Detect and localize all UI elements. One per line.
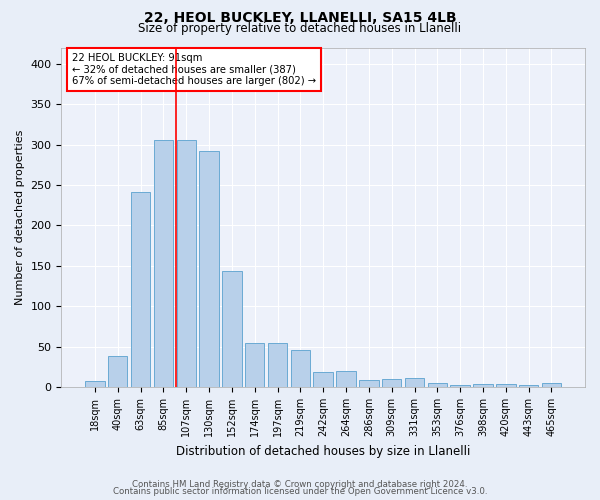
Y-axis label: Number of detached properties: Number of detached properties xyxy=(15,130,25,305)
Bar xyxy=(337,371,356,387)
Bar xyxy=(496,384,515,387)
Bar xyxy=(451,386,470,387)
Bar xyxy=(313,372,333,387)
Bar xyxy=(131,192,150,387)
Bar xyxy=(108,356,127,387)
Bar xyxy=(359,380,379,387)
Text: Size of property relative to detached houses in Llanelli: Size of property relative to detached ho… xyxy=(139,22,461,35)
Bar xyxy=(154,140,173,387)
Bar xyxy=(222,270,242,387)
Text: Contains HM Land Registry data © Crown copyright and database right 2024.: Contains HM Land Registry data © Crown c… xyxy=(132,480,468,489)
Bar xyxy=(405,378,424,387)
Bar xyxy=(176,140,196,387)
Bar xyxy=(542,383,561,387)
Bar xyxy=(473,384,493,387)
X-axis label: Distribution of detached houses by size in Llanelli: Distribution of detached houses by size … xyxy=(176,444,470,458)
Bar xyxy=(428,383,447,387)
Bar xyxy=(519,384,538,387)
Text: Contains public sector information licensed under the Open Government Licence v3: Contains public sector information licen… xyxy=(113,487,487,496)
Text: 22 HEOL BUCKLEY: 91sqm
← 32% of detached houses are smaller (387)
67% of semi-de: 22 HEOL BUCKLEY: 91sqm ← 32% of detached… xyxy=(72,52,316,86)
Bar xyxy=(199,151,219,387)
Text: 22, HEOL BUCKLEY, LLANELLI, SA15 4LB: 22, HEOL BUCKLEY, LLANELLI, SA15 4LB xyxy=(143,11,457,25)
Bar xyxy=(382,379,401,387)
Bar xyxy=(268,342,287,387)
Bar xyxy=(290,350,310,387)
Bar xyxy=(245,342,265,387)
Bar xyxy=(85,380,104,387)
